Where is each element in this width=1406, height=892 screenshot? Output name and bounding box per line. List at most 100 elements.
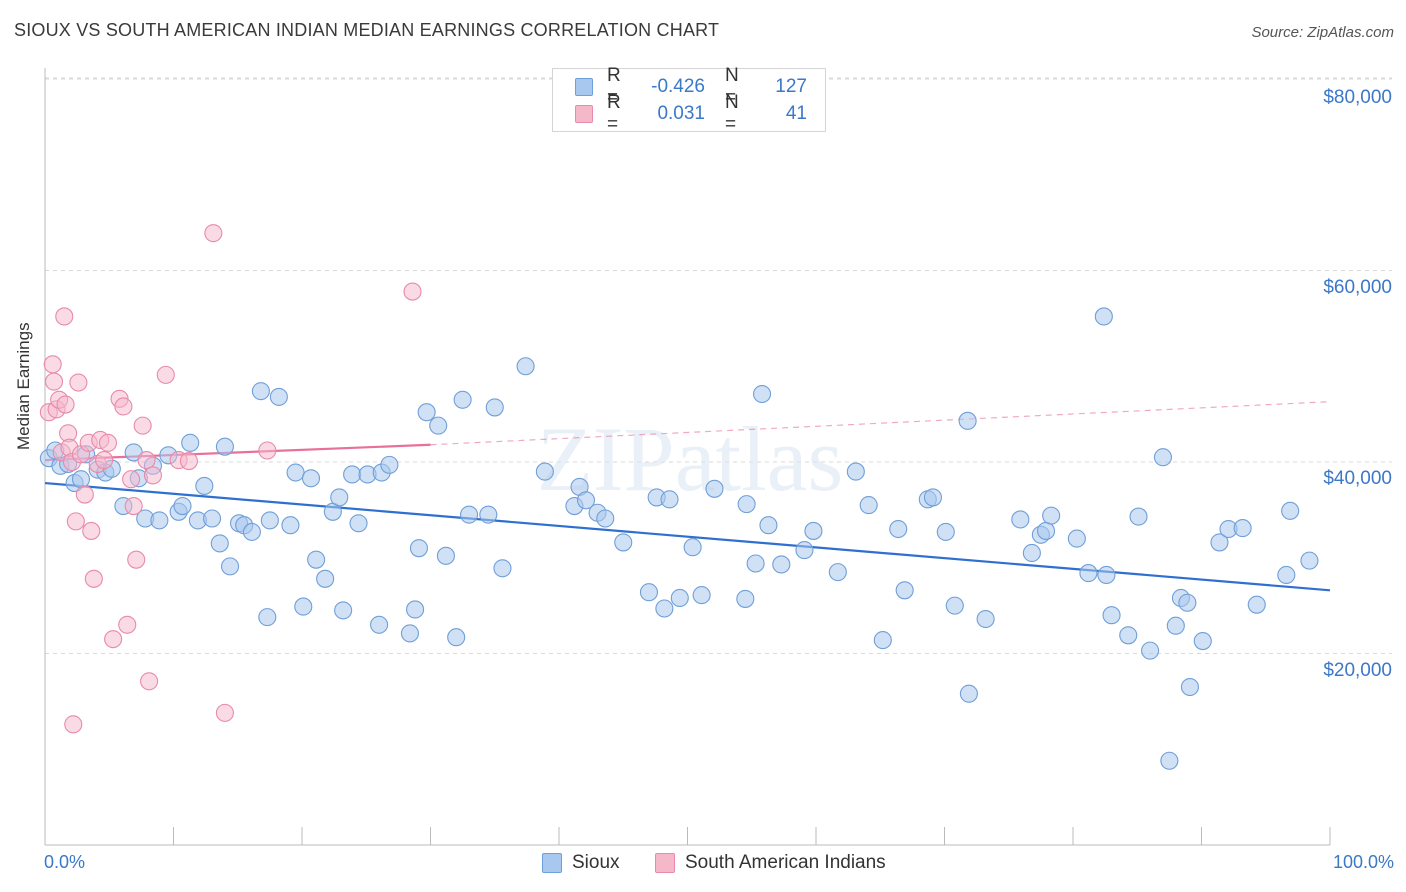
- n-label: N =: [725, 92, 739, 135]
- sioux-point: [281, 516, 300, 535]
- sioux-point: [895, 581, 914, 600]
- sioux-point: [258, 608, 277, 627]
- sioux-point: [945, 596, 964, 615]
- legend-item-sioux[interactable]: Sioux: [542, 852, 620, 874]
- sioux-point: [307, 550, 326, 569]
- sai-point: [133, 416, 152, 435]
- data-points: [39, 224, 1319, 770]
- sai-point: [127, 550, 146, 569]
- sioux-point: [380, 455, 399, 474]
- sai-point: [82, 521, 101, 540]
- r-value: 0.031: [657, 103, 705, 124]
- legend-row-sioux: R = -0.426 N = 127: [575, 65, 807, 108]
- sai-point: [64, 715, 83, 734]
- sioux-point: [683, 538, 702, 557]
- x-tick-label-min: 0.0%: [44, 852, 86, 872]
- sai-point: [44, 372, 64, 391]
- y-tick-label-80000: $80,000: [1323, 87, 1392, 108]
- sioux-point: [614, 533, 633, 552]
- sai-point: [95, 451, 114, 470]
- sioux-point: [406, 600, 425, 619]
- sioux-point: [251, 382, 270, 401]
- sioux-point: [535, 462, 554, 481]
- r-label: R =: [607, 92, 621, 135]
- sioux-point: [215, 437, 234, 456]
- sioux-point: [859, 496, 878, 515]
- sioux-point: [1129, 507, 1148, 526]
- sioux-point: [453, 390, 472, 409]
- sioux-point: [1277, 565, 1296, 585]
- sioux-point: [294, 597, 313, 616]
- sioux-point: [828, 563, 847, 582]
- sioux-point: [429, 416, 448, 435]
- x-tick-label-max: 100.0%: [1332, 852, 1394, 872]
- sai-point: [84, 569, 103, 588]
- sai-point: [56, 395, 75, 414]
- sioux-point: [1247, 595, 1266, 614]
- sioux-point: [873, 631, 892, 650]
- sioux-point: [705, 479, 724, 498]
- sioux-point: [1193, 632, 1212, 651]
- sioux-point: [370, 615, 389, 634]
- legend-label-sai: South American Indians: [685, 852, 886, 873]
- sioux-point: [1281, 501, 1300, 520]
- sioux-point: [260, 511, 279, 530]
- sioux-point: [660, 490, 679, 509]
- chart-title: SIOUX VS SOUTH AMERICAN INDIAN MEDIAN EA…: [14, 20, 720, 40]
- sioux-point: [736, 589, 755, 608]
- sioux-point: [1094, 307, 1113, 326]
- sioux-point: [976, 609, 995, 629]
- sioux-point: [1160, 751, 1179, 770]
- sai-point: [124, 496, 143, 516]
- sai-point: [258, 441, 277, 460]
- legend-label-sioux: Sioux: [572, 852, 620, 873]
- sioux-point: [1042, 506, 1061, 525]
- sioux-point: [655, 599, 674, 618]
- sai-point: [215, 703, 234, 722]
- sioux-point: [1300, 551, 1319, 570]
- grid-lines: [45, 77, 1392, 654]
- sioux-point: [400, 624, 419, 643]
- sioux-point: [804, 521, 823, 540]
- sai-point: [104, 630, 123, 649]
- n-label: N =: [725, 65, 739, 108]
- sioux-point: [203, 509, 222, 528]
- sai-trend-line-extension: [430, 401, 1331, 446]
- series-legend: Sioux South American Indians: [0, 852, 1406, 878]
- sai-point: [75, 485, 94, 504]
- sioux-point: [479, 505, 498, 524]
- sai-point: [43, 355, 62, 374]
- sai-point: [55, 307, 74, 326]
- y-tick-label-40000: $40,000: [1323, 468, 1392, 489]
- sioux-swatch: [542, 853, 562, 873]
- sioux-point: [485, 398, 504, 417]
- sioux-point: [576, 491, 596, 510]
- r-value: -0.426: [651, 76, 705, 97]
- sioux-point: [959, 684, 978, 703]
- sai-point: [156, 365, 175, 384]
- sioux-point: [334, 601, 353, 620]
- legend-item-sai[interactable]: South American Indians: [655, 852, 886, 874]
- sioux-point: [195, 476, 214, 495]
- sioux-point: [316, 569, 335, 588]
- correlation-legend: R = -0.426 N = 127 R = 0.031 N = 41: [552, 65, 826, 135]
- sioux-point: [173, 496, 192, 516]
- sioux-point: [242, 522, 261, 541]
- sioux-point: [772, 555, 791, 574]
- legend-row-sai: R = 0.031 N = 41: [575, 92, 807, 135]
- sioux-point: [286, 463, 305, 482]
- sioux-point: [301, 469, 321, 488]
- sai-point: [137, 451, 156, 470]
- sai-point: [179, 451, 198, 471]
- sioux-point: [1036, 521, 1056, 540]
- y-axis-label: Median Earnings: [14, 322, 33, 450]
- sai-point: [114, 397, 133, 416]
- sai-swatch: [575, 105, 593, 123]
- sioux-point: [1097, 565, 1116, 585]
- sioux-point: [846, 462, 865, 481]
- sioux-point: [1102, 606, 1121, 625]
- sioux-point: [150, 511, 169, 530]
- sioux-point: [1022, 543, 1041, 563]
- sioux-point: [220, 557, 240, 576]
- sioux-point: [447, 628, 466, 647]
